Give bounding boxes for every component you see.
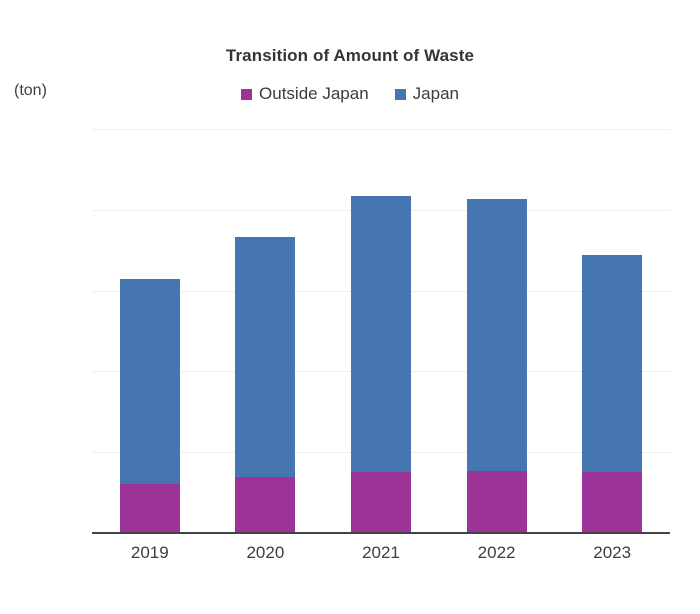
legend-item-outside-japan[interactable]: Outside Japan [241,84,369,104]
bar-segment-outside-japan[interactable] [582,472,643,533]
x-tick-label-2023: 2023 [593,543,632,562]
bar-segment-japan[interactable] [235,237,296,478]
legend-swatch-outside-japan-icon [241,88,253,100]
bar-stack-2023[interactable] [582,254,643,533]
bar-band [92,129,208,533]
bar-segment-outside-japan[interactable] [235,477,296,533]
bars-layer [92,129,670,533]
gridline [92,129,670,130]
x-tick-label-2020: 2020 [246,543,285,562]
x-tick-label-2021: 2021 [362,543,400,562]
bar-segment-japan[interactable] [466,198,527,471]
x-axis-tick-labels: 2019 2020 2021 2022 2023 [92,543,670,563]
legend-label-outside-japan: Outside Japan [259,84,369,103]
bar-band [208,129,324,533]
legend-swatch-japan-icon [394,88,406,100]
legend-label-japan: Japan [412,84,459,103]
bar-segment-japan[interactable] [119,278,180,485]
bar-band [554,129,670,533]
plot-area: 25,00020,00015,00010,0005,0000 [92,129,670,534]
x-tick-label-2019: 2019 [130,543,169,562]
chart-title: Transition of Amount of Waste [225,46,475,65]
bar-band [323,129,439,533]
bar-segment-japan[interactable] [582,254,643,472]
y-axis-unit-label: (ton) [14,82,47,99]
legend-item-japan[interactable]: Japan [394,84,459,104]
x-axis-line [92,532,670,534]
bar-segment-outside-japan[interactable] [119,484,180,533]
bar-stack-2021[interactable] [350,196,411,533]
bar-band [439,129,555,533]
chart-legend: Outside Japan Japan [0,84,700,104]
bar-stack-2022[interactable] [466,198,527,533]
bar-stack-2019[interactable] [119,278,180,533]
bar-stack-2020[interactable] [235,237,296,533]
x-tick-label-2022: 2022 [477,543,516,562]
bar-segment-japan[interactable] [350,196,411,472]
bar-segment-outside-japan[interactable] [350,472,411,533]
bar-segment-outside-japan[interactable] [466,470,527,533]
